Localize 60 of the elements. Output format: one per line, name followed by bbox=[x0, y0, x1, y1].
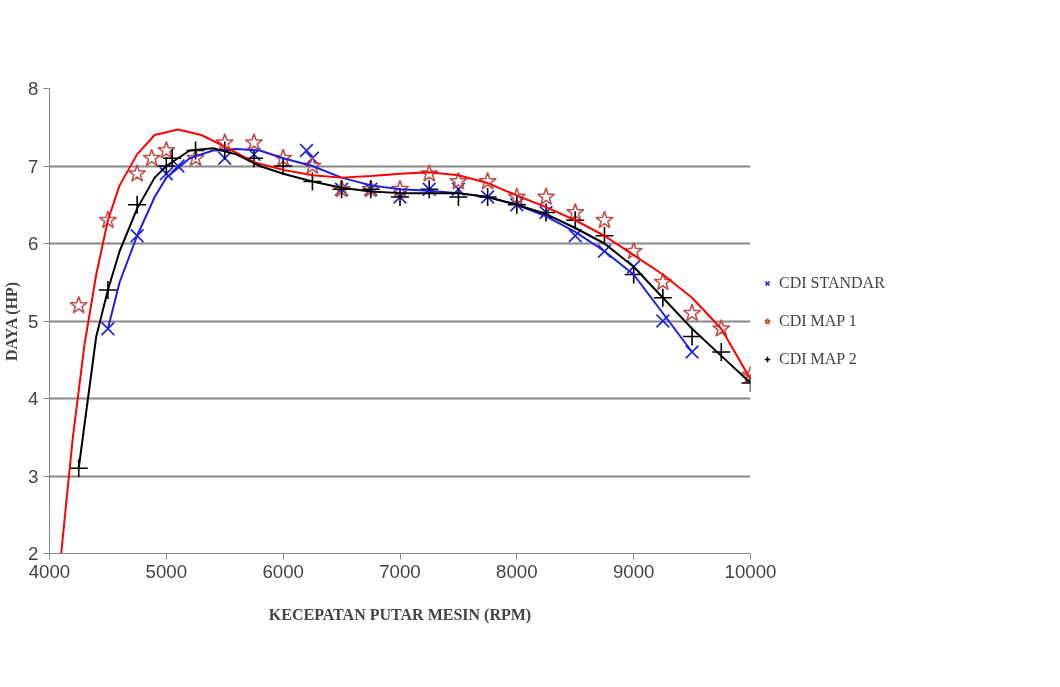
point bbox=[100, 321, 116, 336]
point bbox=[129, 228, 145, 243]
point bbox=[419, 163, 439, 182]
point bbox=[244, 132, 264, 151]
x-tick-label: 7000 bbox=[379, 560, 421, 582]
x-axis-title: KECEPATAN PUTAR MESIN (RPM) bbox=[268, 605, 532, 624]
y-tick-label: 6 bbox=[28, 233, 39, 254]
point bbox=[624, 241, 644, 260]
point bbox=[127, 194, 147, 215]
legend-label: CDI MAP 1 bbox=[779, 311, 857, 330]
point bbox=[98, 280, 118, 300]
point bbox=[653, 287, 673, 308]
point bbox=[302, 171, 323, 192]
point bbox=[68, 458, 89, 479]
x-tick-label: 5000 bbox=[145, 560, 188, 582]
legend-label: CDI STANDAR bbox=[779, 273, 885, 292]
point bbox=[684, 344, 700, 360]
point bbox=[215, 132, 235, 151]
x-tick-label: 9000 bbox=[612, 560, 655, 582]
point bbox=[653, 272, 673, 291]
point bbox=[273, 156, 293, 176]
point bbox=[451, 182, 466, 197]
point bbox=[69, 295, 89, 314]
point bbox=[565, 202, 585, 221]
point bbox=[478, 171, 497, 190]
x-tick-label: 6000 bbox=[262, 560, 304, 582]
point bbox=[156, 140, 176, 159]
point bbox=[595, 210, 614, 229]
point bbox=[303, 156, 322, 175]
point bbox=[273, 148, 293, 167]
point bbox=[127, 163, 147, 182]
point bbox=[217, 151, 232, 166]
point bbox=[568, 228, 583, 243]
point bbox=[448, 187, 469, 207]
y-tick-label: 7 bbox=[28, 155, 39, 177]
point bbox=[142, 148, 162, 167]
point bbox=[711, 318, 731, 337]
point bbox=[711, 342, 732, 362]
y-tick-label: 4 bbox=[28, 388, 39, 409]
point bbox=[682, 303, 702, 322]
point bbox=[507, 187, 527, 206]
y-axis-title: DAYA (HP) bbox=[3, 281, 22, 362]
point bbox=[536, 187, 556, 206]
point bbox=[185, 140, 206, 161]
line-series bbox=[60, 128, 751, 554]
point bbox=[626, 259, 641, 274]
x-tick-label: 8000 bbox=[496, 560, 538, 582]
legend-label: CDI MAP 2 bbox=[779, 349, 857, 368]
point bbox=[655, 313, 671, 329]
point bbox=[159, 166, 174, 181]
point bbox=[390, 179, 410, 198]
point bbox=[449, 171, 468, 190]
point bbox=[299, 143, 314, 158]
y-tick-label: 3 bbox=[28, 465, 39, 487]
point bbox=[597, 244, 612, 259]
point bbox=[244, 148, 264, 169]
x-tick-label: 10000 bbox=[724, 560, 777, 582]
point bbox=[98, 210, 118, 229]
y-tick-label: 5 bbox=[28, 310, 39, 332]
y-tick-label: 8 bbox=[28, 78, 39, 99]
